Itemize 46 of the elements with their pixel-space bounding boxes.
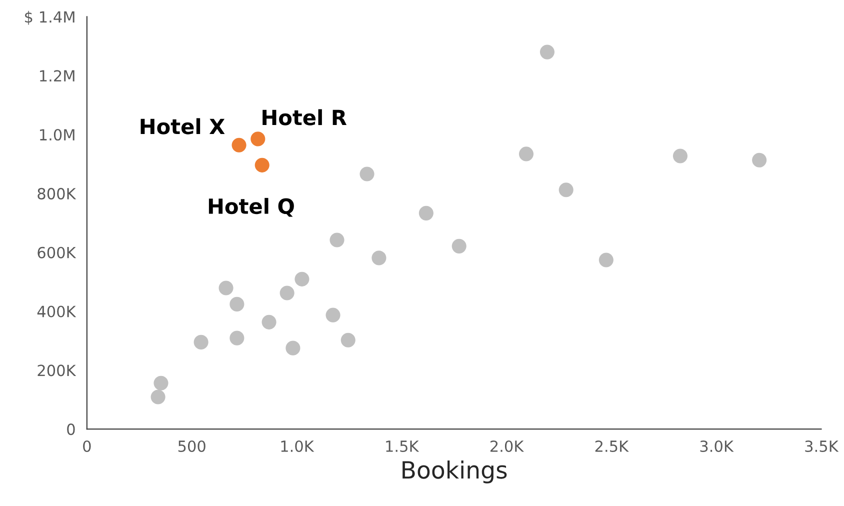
point [280, 286, 294, 300]
point [262, 314, 276, 330]
point [326, 308, 340, 322]
y-tick-label: 800K [38, 188, 76, 200]
point [540, 44, 555, 60]
point [230, 330, 244, 346]
point [150, 390, 166, 404]
point [360, 166, 374, 182]
x-tick-label: 3.0K [700, 440, 734, 452]
point [558, 182, 574, 198]
x-tick-label: 0 [83, 440, 91, 452]
annotation: Hotel R [262, 109, 347, 126]
point [672, 148, 688, 164]
point [752, 152, 767, 168]
x-tick-label: 500 [178, 440, 206, 452]
point [286, 340, 300, 356]
y-tick-label: 600K [38, 246, 76, 258]
annotation: Hotel X [140, 118, 225, 134]
point [254, 158, 270, 172]
point [294, 272, 310, 286]
x-tick-label: 2.0K [490, 440, 524, 452]
x-tick-label: 1.5K [386, 440, 420, 452]
y-tick-label: 400K [37, 306, 76, 318]
y-tick-label: $ 1.4M [25, 10, 74, 25]
x-axis-title: Bookings [402, 460, 507, 484]
y-tick-label: 1.0M [40, 128, 74, 141]
point [418, 206, 434, 220]
x-tick-label: 3.5K [805, 440, 839, 452]
y-tick-label: 200K [38, 364, 76, 376]
point [218, 280, 234, 296]
point [598, 252, 614, 268]
x-tick-label: 1.0K [281, 440, 314, 452]
y-tick-label: 1.2M [40, 70, 74, 82]
point [452, 238, 466, 254]
point [518, 146, 534, 162]
x-tick-label: 2.5K [595, 440, 629, 452]
annotation: Hotel Q [208, 198, 294, 217]
point [230, 296, 244, 312]
point [194, 334, 208, 350]
point [372, 250, 386, 266]
y-tick-label: 0 [67, 424, 75, 436]
point [250, 132, 266, 146]
point [330, 232, 344, 248]
point [232, 138, 246, 152]
point [340, 332, 356, 348]
point [154, 376, 168, 390]
